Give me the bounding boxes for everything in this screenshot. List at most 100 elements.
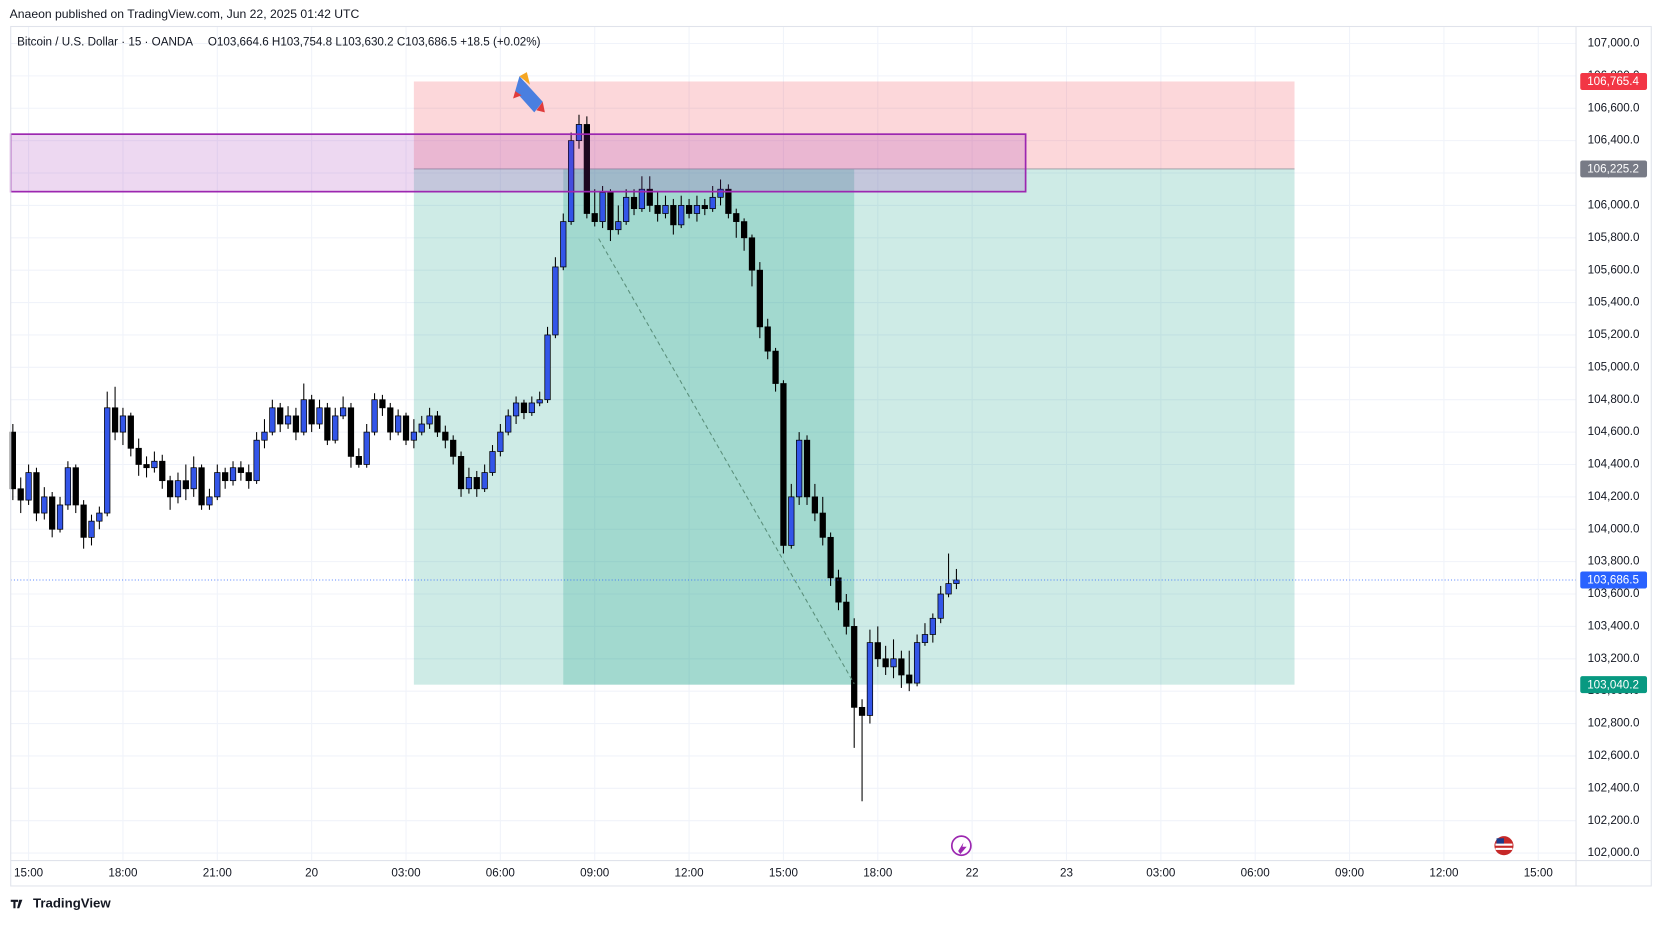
x-tick-label: 09:00 [580,866,610,879]
candle-body [544,334,551,401]
candle-body [229,467,237,482]
candle-body [56,504,64,530]
brand: TradingView [33,895,111,910]
candle-body [709,196,716,210]
candle-body [119,415,127,433]
price-tag-label: 106,765.4 [1587,75,1639,88]
y-tick-label: 104,400.0 [1588,458,1640,471]
candle-body [88,520,95,538]
candle-body [127,415,134,449]
candle-body [937,593,944,619]
x-tick-label: 06:00 [486,866,516,879]
price-tag [1580,160,1648,178]
candle-body [481,472,488,490]
candle-body [80,504,87,538]
candle-body [143,464,150,469]
price-tag-label: 106,225.2 [1587,163,1639,176]
candle-body [591,213,598,222]
x-tick-label: 18:00 [108,866,138,879]
x-tick-label: 21:00 [203,866,233,879]
candle-body [426,415,433,425]
candle-body [457,456,465,490]
candle-body [25,472,32,501]
x-tick-label: 15:00 [14,866,44,879]
candle-body [929,617,936,635]
candle-body [874,642,881,660]
candle-body [159,460,166,482]
candle-body [497,431,504,452]
candle-body [607,192,614,231]
logo: TradingView [10,895,111,910]
candle-body [882,658,889,668]
candle-body [748,237,756,271]
candle-body [214,472,221,498]
candle-body [245,472,252,482]
replay-icon [950,835,972,857]
candle-body [284,415,292,425]
price-tag-label: 103,040.2 [1587,678,1639,691]
candle-body [402,415,410,441]
y-tick-label: 106,600.0 [1588,101,1640,114]
y-tick-label: 102,600.0 [1588,749,1640,762]
stop-zone [413,81,1295,169]
candle-body [166,480,174,498]
y-tick-label: 105,600.0 [1588,263,1640,276]
candle-body [764,326,771,352]
candle-body [339,407,347,417]
x-tick-label: 03:00 [1146,866,1176,879]
y-tick-label: 104,000.0 [1588,522,1640,535]
price-tag [1580,571,1648,589]
supply-zone [9,133,1027,193]
y-tick-label: 102,800.0 [1588,717,1640,730]
candle-body [111,407,119,433]
candle-body [772,350,779,384]
candle-body [670,205,677,226]
x-tick-label: 06:00 [1241,866,1271,879]
candle-body [638,188,646,210]
flag-icon [1494,836,1514,856]
candle-body [788,496,795,546]
candle-body [324,407,331,441]
candle-body [64,467,72,506]
candle-body [646,188,653,206]
ohlc: O103,664.6 H103,754.8 L103,630.2 C103,68… [208,35,541,48]
candle-body [858,706,866,716]
candle-body [520,402,528,414]
candle-body [725,188,732,214]
candle-body [662,205,669,214]
y-tick-label: 106,400.0 [1588,134,1640,147]
x-tick-label: 22 [966,866,979,879]
candle-body [953,579,960,584]
candle-body [434,415,441,433]
candle-body [780,383,787,546]
candle-body [261,431,268,441]
price-tag-label: 103,686.5 [1587,574,1639,587]
candle-body [851,626,858,708]
candle-body [489,451,496,473]
candle-body [17,488,24,501]
x-tick-label: 20 [305,866,318,879]
candle-body [921,634,929,643]
candle-body [560,221,567,268]
candle-body [717,188,724,198]
candle-body [41,496,48,514]
candle-body [945,583,952,595]
candle-body [583,124,590,214]
candle-body [811,496,819,514]
candle-body [9,431,16,490]
candle-body [395,415,402,433]
candle-body [292,415,300,433]
x-tick-label: 03:00 [391,866,421,879]
candle-body [174,480,182,498]
y-tick-label: 106,000.0 [1588,198,1640,211]
candle-body [410,431,417,441]
candle-body [363,431,370,465]
candle-body [473,477,480,490]
y-tick-label: 102,400.0 [1588,781,1640,794]
candle-body [190,467,197,490]
candle-body [237,467,245,473]
y-tick-label: 105,200.0 [1588,328,1640,341]
candle-body [693,205,701,214]
